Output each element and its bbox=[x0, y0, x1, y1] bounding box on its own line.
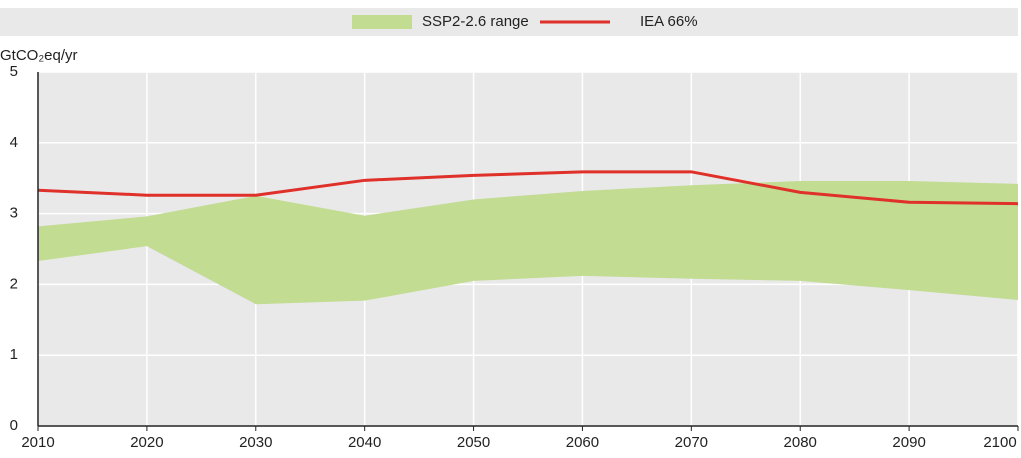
y-tick-label: 0 bbox=[10, 417, 18, 434]
y-tick-label: 4 bbox=[10, 134, 18, 151]
x-tick-label: 2100 bbox=[983, 434, 1016, 451]
legend-swatch bbox=[352, 15, 412, 29]
x-tick-label: 2080 bbox=[784, 434, 817, 451]
y-tick-label: 1 bbox=[10, 346, 18, 363]
legend-label: IEA 66% bbox=[640, 13, 698, 30]
x-tick-label: 2010 bbox=[21, 434, 54, 451]
y-tick-label: 3 bbox=[10, 205, 18, 222]
range-band bbox=[38, 181, 1018, 305]
y-tick-label: 5 bbox=[10, 63, 18, 80]
y-axis-label: GtCO₂eq/yr bbox=[0, 47, 78, 64]
x-tick-label: 2020 bbox=[130, 434, 163, 451]
line bbox=[37, 170, 1019, 206]
y-tick-label: 2 bbox=[10, 275, 18, 292]
x-tick-label: 2030 bbox=[239, 434, 272, 451]
legend-label: SSP2-2.6 range bbox=[422, 13, 529, 30]
x-tick-label: 2090 bbox=[892, 434, 925, 451]
x-tick-label: 2070 bbox=[675, 434, 708, 451]
legend-background bbox=[0, 8, 1018, 36]
x-tick-label: 2050 bbox=[457, 434, 490, 451]
x-tick-label: 2060 bbox=[566, 434, 599, 451]
x-tick-label: 2040 bbox=[348, 434, 381, 451]
